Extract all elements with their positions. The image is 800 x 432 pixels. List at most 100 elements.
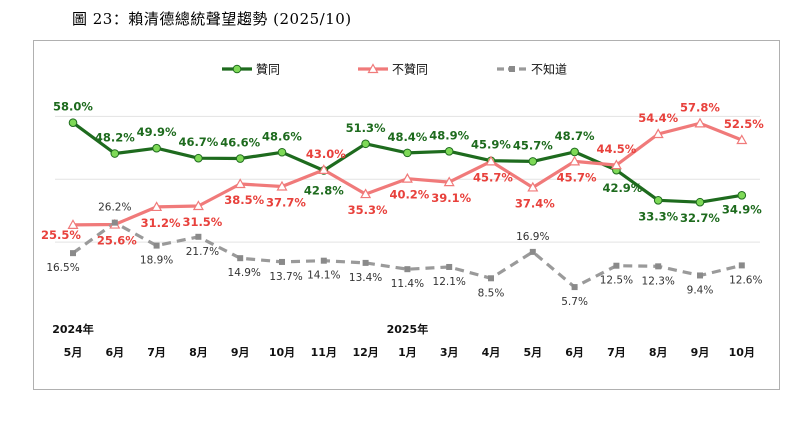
- x-tick-label-13: 7月: [607, 346, 626, 359]
- marker-disapprove-16: [736, 134, 748, 145]
- data-label-s0-0: 58.0%: [53, 100, 93, 114]
- data-label-s2-0: 16.5%: [46, 262, 79, 274]
- marker-disapprove-5: [276, 180, 288, 191]
- data-label-s2-5: 13.7%: [269, 271, 302, 283]
- data-label-s1-16: 52.5%: [724, 117, 764, 131]
- x-tick-label-3: 8月: [189, 346, 208, 359]
- marker-disapprove-9: [443, 176, 455, 187]
- x-tick-label-2: 7月: [147, 346, 166, 359]
- marker-unknown-12: [571, 284, 578, 291]
- data-label-s1-2: 31.2%: [141, 216, 181, 230]
- data-label-s1-5: 37.7%: [266, 196, 306, 210]
- x-tick-label-10: 4月: [482, 346, 501, 359]
- marker-approve-11: [528, 157, 538, 166]
- x-tick-label-5: 10月: [269, 346, 295, 359]
- x-tick-label-7: 12月: [352, 346, 378, 359]
- marker-approve-9: [444, 147, 454, 156]
- x-tick-label-12: 6月: [565, 346, 584, 359]
- marker-unknown-2: [153, 242, 160, 249]
- data-label-s1-3: 31.5%: [182, 215, 222, 229]
- data-label-s0-2: 49.9%: [137, 125, 177, 139]
- marker-approve-5: [277, 147, 287, 157]
- data-label-s2-13: 12.5%: [600, 275, 633, 287]
- data-label-s2-16: 12.6%: [729, 274, 762, 286]
- data-label-s0-5: 48.6%: [262, 129, 302, 143]
- marker-unknown-0: [70, 250, 76, 257]
- data-labels: 58.0% 48.2% 49.9%46.7% 46.6% 48.6% 42.8% 51.3%…: [41, 100, 764, 308]
- data-label-s0-15: 32.7%: [680, 211, 720, 225]
- marker-unknown-7: [362, 259, 369, 266]
- data-label-s1-8: 40.2%: [389, 188, 429, 202]
- data-label-s0-7: 51.3%: [346, 121, 386, 135]
- data-label-s0-4: 46.6%: [220, 136, 260, 150]
- marker-unknown-16: [738, 262, 745, 269]
- data-label-s1-15: 57.8%: [680, 100, 720, 114]
- data-label-s0-10: 45.9%: [471, 138, 511, 152]
- legend-label-2: 不知道: [531, 63, 567, 77]
- data-label-s2-7: 13.4%: [349, 272, 382, 284]
- marker-unknown-6: [320, 257, 327, 264]
- chart-frame: [33, 40, 780, 390]
- marker-approve-16: [737, 191, 747, 200]
- marker-approve-14: [653, 196, 663, 205]
- marker-unknown-10: [488, 275, 494, 282]
- x-tick-label-9: 3月: [440, 346, 459, 359]
- marker-unknown-14: [655, 263, 662, 270]
- series-line-2: [72, 221, 743, 289]
- marker-disapprove-13: [610, 159, 622, 170]
- x-tick-label-8: 1月: [398, 346, 417, 359]
- data-label-s2-8: 11.4%: [391, 278, 424, 290]
- marker-disapprove-6: [318, 164, 330, 174]
- figure-caption: 圖 23：賴清德總統聲望趨勢 (2025/10): [72, 10, 352, 28]
- marker-disapprove-3: [192, 200, 204, 211]
- marker-disapprove-2: [151, 201, 163, 212]
- legend-marker-0: [232, 64, 242, 74]
- data-label-s2-11: 16.9%: [516, 231, 549, 243]
- marker-approve-3: [194, 153, 203, 163]
- data-label-s2-4: 14.9%: [228, 267, 261, 279]
- data-label-s1-13: 44.5%: [596, 142, 636, 156]
- marker-unknown-5: [279, 258, 285, 265]
- data-label-s2-9: 12.1%: [433, 276, 466, 288]
- marker-disapprove-8: [401, 172, 413, 183]
- marker-unknown-9: [446, 263, 453, 270]
- data-label-s0-12: 48.7%: [555, 129, 595, 143]
- x-tick-label-0: 5月: [64, 346, 83, 359]
- data-label-s1-7: 35.3%: [348, 203, 388, 217]
- legend-marker-2: [509, 66, 515, 72]
- series-markers: [67, 117, 748, 291]
- x-axis-labels: 5月 6月 7月 8月 9月 10月 11月 12月 1月 3月 4月 5月 6月 7月 8月 9月 10月 20…: [52, 322, 755, 359]
- year-label-1: 2025年: [387, 322, 429, 336]
- data-label-s1-1: 25.6%: [97, 234, 137, 248]
- data-label-s0-16: 34.9%: [722, 202, 762, 216]
- marker-disapprove-11: [527, 181, 539, 192]
- legend-label-0: 贊同: [256, 63, 280, 77]
- legend: 贊同 不贊同 不知道: [222, 63, 567, 77]
- data-label-s2-3: 21.7%: [186, 246, 219, 258]
- marker-disapprove-12: [569, 155, 581, 166]
- marker-approve-15: [695, 197, 705, 207]
- marker-unknown-15: [697, 272, 703, 279]
- x-tick-label-1: 6月: [105, 346, 124, 359]
- data-label-s0-9: 48.9%: [429, 128, 469, 142]
- data-label-s2-1: 26.2%: [98, 202, 131, 214]
- data-label-s2-12: 5.7%: [561, 296, 588, 308]
- data-label-s1-4: 38.5%: [224, 193, 264, 207]
- marker-unknown-8: [404, 266, 411, 273]
- marker-unknown-1: [111, 219, 118, 226]
- marker-disapprove-10: [485, 155, 497, 166]
- data-label-s2-2: 18.9%: [140, 255, 173, 267]
- data-label-s0-3: 46.7%: [178, 135, 218, 149]
- marker-approve-7: [361, 139, 370, 149]
- marker-approve-8: [403, 148, 412, 158]
- series-lines: [72, 121, 743, 289]
- marker-approve-1: [110, 149, 120, 158]
- year-label-0: 2024年: [52, 322, 94, 336]
- x-tick-label-15: 9月: [691, 346, 710, 359]
- marker-approve-2: [152, 143, 161, 153]
- data-label-s0-11: 45.7%: [513, 138, 553, 152]
- marker-approve-12: [570, 147, 579, 157]
- x-tick-label-11: 5月: [523, 346, 542, 359]
- legend-label-1: 不贊同: [392, 63, 428, 77]
